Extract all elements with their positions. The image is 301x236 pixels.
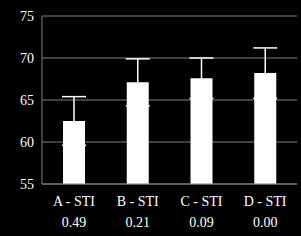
svg-text:75: 75 bbox=[20, 9, 34, 24]
svg-text:C - STI0.09: C - STI0.09 bbox=[180, 194, 222, 230]
svg-text:70: 70 bbox=[20, 51, 34, 66]
svg-text:65: 65 bbox=[20, 93, 34, 108]
svg-text:D - STI0.00: D - STI0.00 bbox=[244, 194, 287, 230]
svg-text:A - STI0.49: A - STI0.49 bbox=[53, 194, 95, 230]
svg-text:55: 55 bbox=[20, 177, 34, 192]
svg-text:B - STI0.21: B - STI0.21 bbox=[117, 194, 159, 230]
svg-text:60: 60 bbox=[20, 135, 34, 150]
